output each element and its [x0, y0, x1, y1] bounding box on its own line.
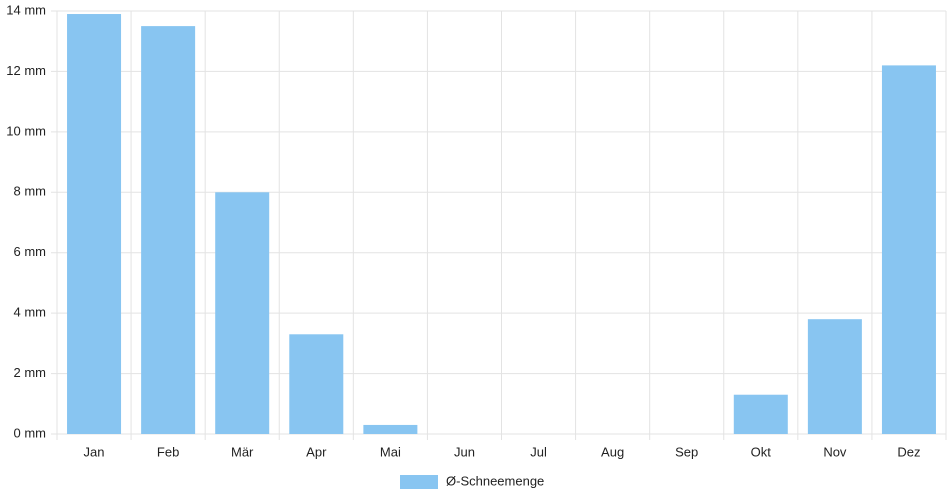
- x-tick-label: Jan: [84, 444, 105, 459]
- x-tick-label: Dez: [897, 444, 920, 459]
- bar: [67, 14, 122, 435]
- y-tick-label: 10 mm: [6, 123, 46, 138]
- bar: [289, 334, 344, 434]
- y-tick-label: 6 mm: [14, 244, 47, 259]
- x-tick-label: Feb: [157, 444, 179, 459]
- bar: [363, 424, 418, 434]
- y-tick-label: 2 mm: [14, 365, 47, 380]
- x-tick-label: Mai: [380, 444, 401, 459]
- legend-swatch: [400, 475, 438, 489]
- x-tick-label: Sep: [675, 444, 698, 459]
- bar: [881, 65, 936, 434]
- y-tick-label: 0 mm: [14, 425, 47, 440]
- bar: [807, 319, 862, 434]
- bar: [141, 26, 196, 434]
- y-tick-label: 12 mm: [6, 63, 46, 78]
- bar: [215, 192, 270, 434]
- legend-label: Ø-Schneemenge: [446, 473, 544, 488]
- y-tick-label: 4 mm: [14, 305, 47, 320]
- x-tick-label: Nov: [823, 444, 847, 459]
- x-tick-label: Aug: [601, 444, 624, 459]
- y-tick-label: 8 mm: [14, 184, 47, 199]
- x-tick-label: Mär: [231, 444, 254, 459]
- x-tick-label: Jun: [454, 444, 475, 459]
- x-tick-label: Jul: [530, 444, 547, 459]
- x-tick-label: Apr: [306, 444, 327, 459]
- x-tick-label: Okt: [751, 444, 772, 459]
- bar: [733, 394, 788, 434]
- y-tick-label: 14 mm: [6, 2, 46, 17]
